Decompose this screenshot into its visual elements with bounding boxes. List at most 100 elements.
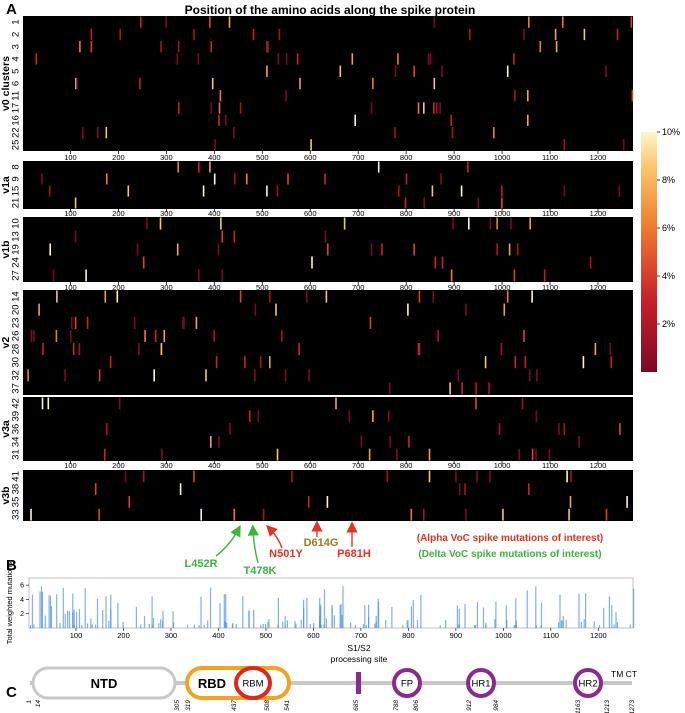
heatmap-cell (233, 230, 236, 243)
heatmap-cell (48, 185, 51, 197)
x-tick-label: 700 (355, 631, 368, 640)
x-tick-label: 700 (352, 209, 365, 218)
bar (223, 594, 225, 628)
heatmap-cell (42, 343, 44, 356)
bar (306, 597, 308, 628)
x-tick-label: 700 (352, 461, 365, 470)
colorbar-tick-label: 4% (662, 271, 675, 281)
heatmap-cell (539, 41, 542, 53)
bar (286, 620, 288, 628)
heatmap-cell (210, 435, 212, 448)
heatmap-cell (510, 217, 512, 230)
x-tick-label: 1200 (590, 209, 607, 218)
s1s2-label-line2: processing site (331, 654, 388, 664)
heatmap-cell (514, 90, 516, 102)
bar (41, 591, 43, 628)
heatmap-cell (296, 53, 299, 65)
heatmap-cell (570, 470, 572, 483)
x-tick-label: 100 (64, 209, 77, 218)
bar (476, 602, 478, 628)
heatmap-cell (622, 139, 625, 151)
bar (84, 588, 86, 628)
heatmap-cell (325, 290, 328, 303)
x-tick-label: 800 (400, 209, 413, 218)
heatmap-cell (475, 397, 477, 410)
bar (187, 624, 189, 628)
heatmap-cell (56, 290, 58, 303)
heatmap-cell (218, 435, 220, 448)
bar (162, 610, 164, 628)
heatmap-cell (562, 16, 564, 28)
residue-position-label: 984 (493, 700, 500, 711)
heatmap-cell (423, 102, 425, 114)
bar (378, 601, 380, 628)
heatmap-cell (136, 243, 139, 256)
mutation-label: T478K (243, 565, 276, 577)
heatmap-cell (616, 28, 619, 41)
bar (354, 624, 356, 628)
colorbar-tick-label: 10% (662, 127, 680, 137)
x-tick-label: 400 (208, 209, 221, 218)
x-tick-label: 500 (256, 209, 269, 218)
bar (420, 594, 422, 628)
bar (535, 586, 537, 628)
heatmap-cell (182, 316, 184, 329)
hr1-domain (466, 668, 496, 698)
bar (242, 596, 244, 628)
heatmap-cell (496, 217, 498, 230)
bar (260, 624, 262, 628)
bar (59, 622, 61, 628)
bar (320, 625, 322, 628)
x-tick-label: 1100 (542, 153, 558, 162)
heatmap-cell (259, 356, 262, 369)
bar (375, 621, 377, 628)
heatmap-cell (348, 410, 351, 423)
bar (62, 588, 64, 628)
heatmap-cell (469, 28, 471, 41)
bar (193, 624, 195, 628)
mutation-arrow (266, 525, 283, 549)
heatmap-cell (343, 217, 346, 230)
bar (540, 625, 542, 628)
bar (110, 594, 112, 628)
x-tick-label: 300 (160, 461, 173, 470)
heatmap-cell (90, 28, 93, 41)
bar (172, 611, 174, 628)
bar (284, 616, 286, 628)
heatmap-cell (179, 483, 182, 496)
heatmap-cell (474, 382, 477, 395)
heatmap-cell (440, 173, 442, 185)
bar (633, 588, 635, 628)
bar (33, 624, 35, 628)
x-tick-label: 100 (64, 461, 77, 470)
heatmap-cell (428, 470, 431, 483)
heatmap-background (23, 161, 633, 209)
bar (152, 618, 155, 628)
heatmap-row-label: 37 (11, 383, 22, 394)
panel-a-label: A (6, 1, 17, 18)
bar (439, 625, 441, 628)
y-tick-label: 6 (20, 583, 24, 590)
heatmap-cell (200, 508, 202, 521)
heatmap-cell (488, 382, 490, 395)
heatmap-cell (219, 90, 222, 102)
heatmap-cell (503, 303, 506, 316)
fp-label: FP (401, 679, 413, 690)
bar (148, 624, 150, 628)
heatmap-row-label: 35 (10, 497, 21, 508)
heatmap-cell (133, 316, 136, 329)
heatmap-cell (369, 316, 372, 329)
heatmap-cell (441, 256, 444, 269)
heatmap-cell (310, 139, 312, 151)
colorbar-tick-label: 2% (662, 319, 675, 329)
heatmap-cell (449, 382, 451, 395)
heatmap-background (23, 470, 633, 521)
heatmap-cell (220, 217, 222, 230)
bar (494, 619, 496, 628)
heatmap-cell (423, 197, 425, 209)
heatmap-cell (224, 114, 227, 126)
x-tick-label: 600 (304, 209, 317, 218)
heatmap-cell (605, 65, 607, 77)
heatmap-cell (183, 316, 185, 329)
